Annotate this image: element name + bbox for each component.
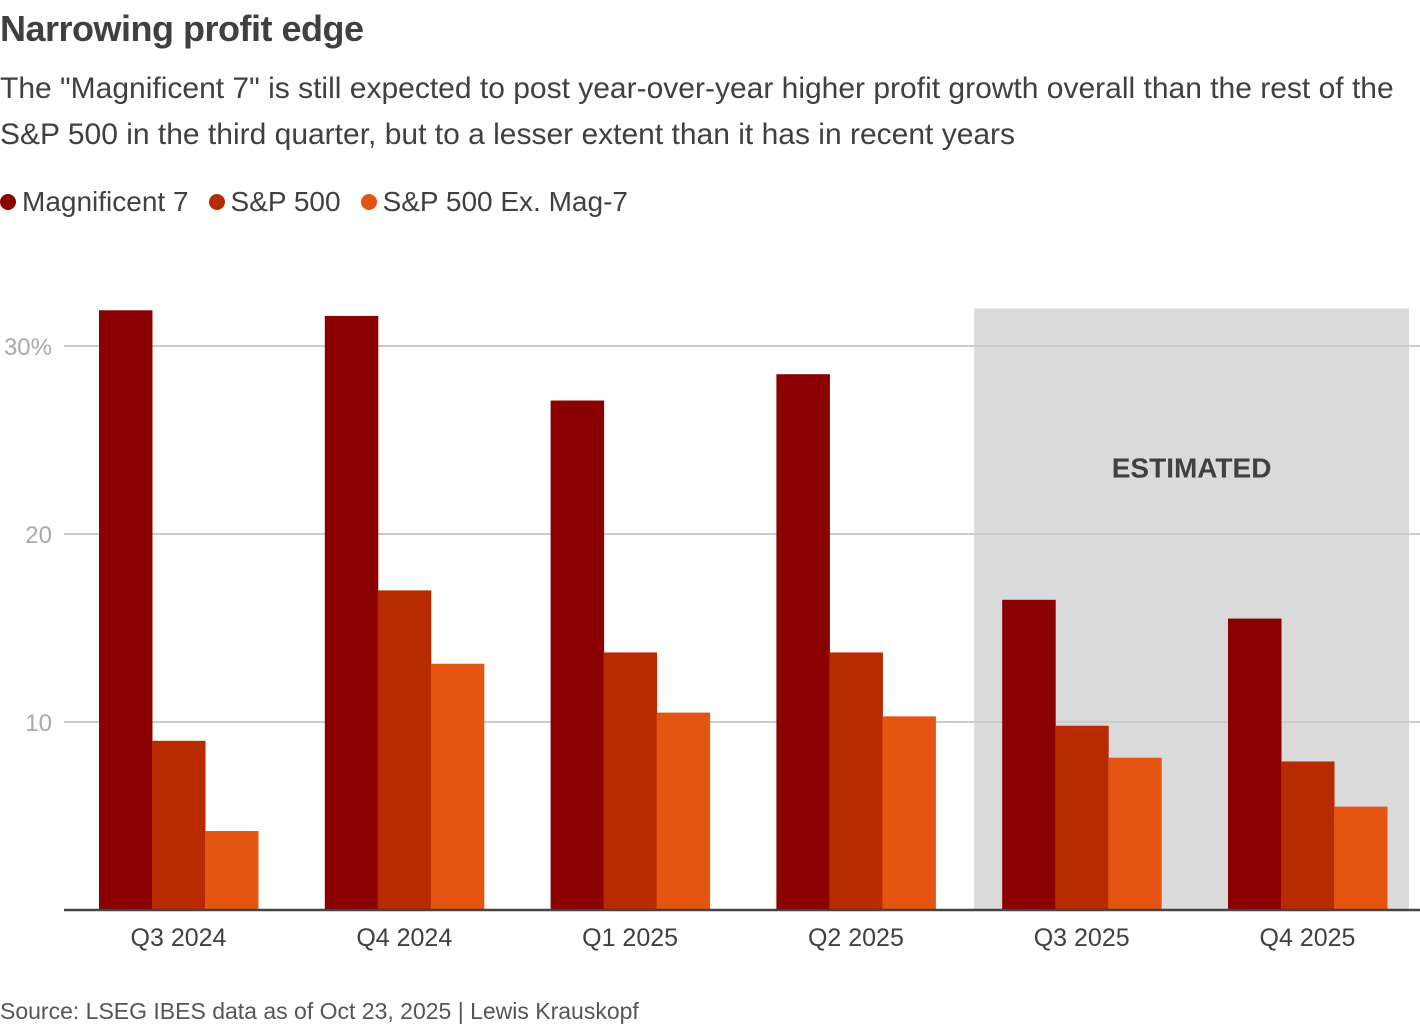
x-tick-label: Q3 2024 xyxy=(131,924,227,952)
bar-magnificent-7-q4-2024 xyxy=(324,315,379,910)
chart-title: Narrowing profit edge xyxy=(0,8,364,49)
bar-s-p-500-ex-mag-7-q1-2025 xyxy=(656,712,711,910)
axes: Q3 2024 Q4 2024 Q1 2025 Q2 2025 Q3 2025 Q4 20… xyxy=(64,908,1420,952)
legend: Magnificent 7 S&P 500 S&P 500 Ex. Mag-7 xyxy=(0,186,648,218)
bar-s-p-500-q3-2024 xyxy=(152,740,206,910)
bar-magnificent-7-q3-2024 xyxy=(99,310,153,910)
source-note: Source: LSEG IBES data as of Oct 23, 202… xyxy=(0,998,639,1024)
bar-s-p-500-q3-2025 xyxy=(1055,725,1109,910)
y-tick-label: 20 xyxy=(25,522,52,549)
x-tick-label: Q4 2024 xyxy=(356,924,452,952)
bar-s-p-500-ex-mag-7-q4-2024 xyxy=(430,663,485,910)
x-tick-label: Q1 2025 xyxy=(582,924,678,952)
estimated-label: ESTIMATED xyxy=(1112,453,1272,484)
legend-item-sp500-ex-mag7: S&P 500 Ex. Mag-7 xyxy=(360,186,628,218)
legend-dot-icon xyxy=(0,194,16,210)
chart-subtitle: The "Magnificent 7" is still expected to… xyxy=(0,72,1394,151)
bar-magnificent-7-q2-2025 xyxy=(776,374,830,910)
bars xyxy=(99,310,1388,910)
bar-magnificent-7-q4-2025 xyxy=(1228,618,1282,910)
bar-s-p-500-q4-2025 xyxy=(1281,761,1335,910)
gridlines: 10 20 30% xyxy=(4,334,1420,737)
y-tick-label: 10 xyxy=(25,710,52,737)
bar-magnificent-7-q3-2025 xyxy=(1002,599,1056,910)
legend-item-sp500: S&P 500 xyxy=(208,186,341,218)
bar-s-p-500-q2-2025 xyxy=(829,652,883,910)
bar-s-p-500-q1-2025 xyxy=(603,652,658,910)
bar-s-p-500-ex-mag-7-q3-2025 xyxy=(1108,757,1162,910)
x-tick-label: Q3 2025 xyxy=(1034,924,1130,952)
x-tick-label: Q2 2025 xyxy=(808,924,904,952)
legend-label: Magnificent 7 xyxy=(22,186,189,217)
x-tick-label: Q4 2025 xyxy=(1260,924,1356,952)
bar-s-p-500-ex-mag-7-q3-2024 xyxy=(205,831,259,910)
legend-dot-icon xyxy=(360,194,377,210)
bar-s-p-500-ex-mag-7-q4-2025 xyxy=(1334,806,1388,910)
bar-s-p-500-ex-mag-7-q2-2025 xyxy=(882,716,936,910)
legend-label: S&P 500 Ex. Mag-7 xyxy=(382,186,628,217)
bar-magnificent-7-q1-2025 xyxy=(550,400,605,910)
bar-s-p-500-q4-2024 xyxy=(377,590,432,910)
legend-item-magnificent-7: Magnificent 7 xyxy=(0,186,189,218)
legend-label: S&P 500 xyxy=(230,186,341,217)
legend-dot-icon xyxy=(208,194,225,210)
y-tick-label: 30% xyxy=(4,334,52,361)
